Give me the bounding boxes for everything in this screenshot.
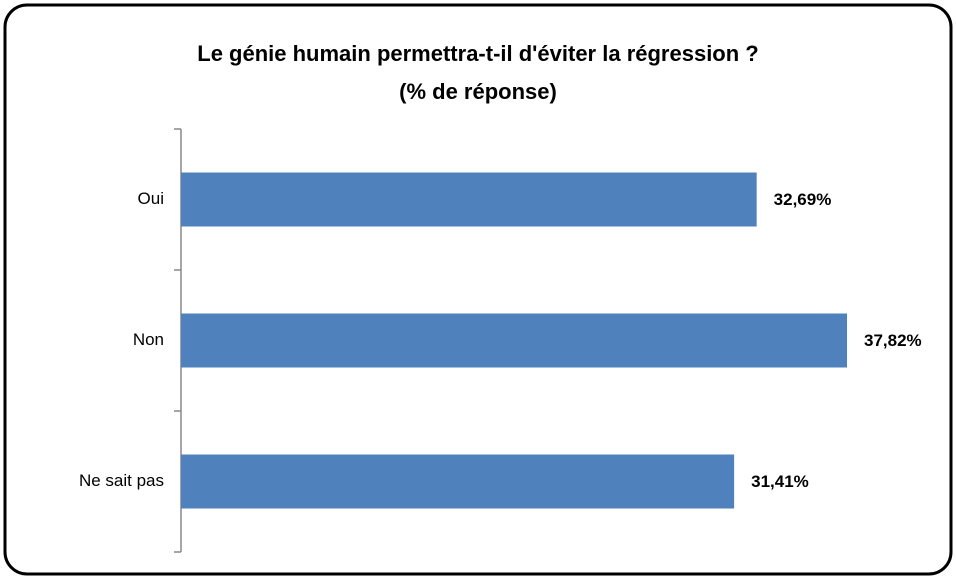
chart-title: Le génie humain permettra-t-il d'éviter … xyxy=(197,41,758,66)
bar xyxy=(181,172,757,227)
data-label: 37,82% xyxy=(864,331,922,350)
bar xyxy=(181,313,847,368)
data-label: 32,69% xyxy=(774,190,832,209)
bar xyxy=(181,454,735,509)
category-label: Oui xyxy=(138,189,164,208)
category-label: Ne sait pas xyxy=(79,471,164,490)
chart-border xyxy=(3,3,953,576)
data-label: 31,41% xyxy=(751,472,809,491)
chart-subtitle: (% de réponse) xyxy=(399,79,557,104)
category-label: Non xyxy=(133,330,164,349)
